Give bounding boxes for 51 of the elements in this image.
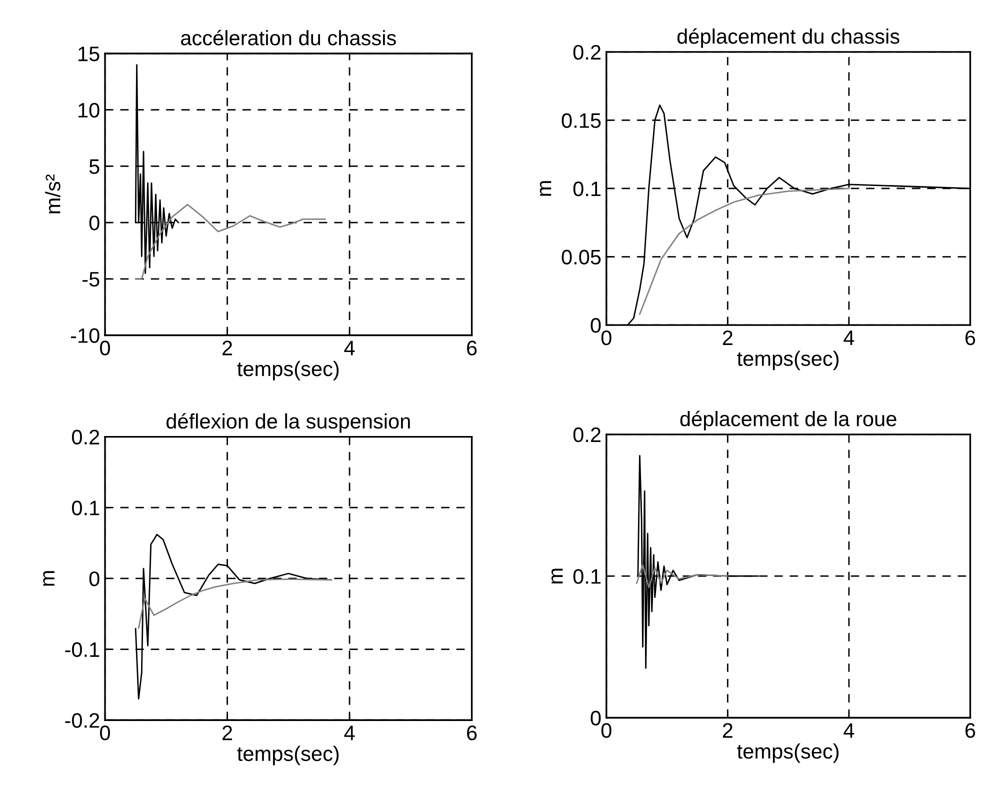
y-tick-label: 0 [590, 318, 601, 333]
x-tick-label: 4 [344, 726, 355, 740]
line-series [636, 564, 728, 588]
y-tick-label: -0.2 [65, 713, 100, 728]
x-tick-label: 6 [965, 330, 976, 346]
x-tick-label: 2 [222, 726, 232, 740]
x-tick-label: 0 [601, 723, 612, 738]
x-tick-label: 2 [722, 330, 732, 345]
line-series [639, 188, 850, 315]
y-tick-label: 0.1 [573, 181, 601, 196]
y-tick-label: -10 [70, 328, 100, 344]
x-axis-title: temps(sec) [737, 350, 839, 370]
x-tick-label: 0 [601, 330, 612, 346]
y-tick-label: 0.05 [562, 250, 601, 265]
x-tick-label: 6 [467, 340, 477, 356]
y-axis-title: m [43, 571, 54, 586]
y-tick-label: -5 [82, 272, 100, 287]
x-tick-label: 2 [222, 340, 232, 356]
y-axis-title: m [551, 568, 563, 584]
x-tick-label: 0 [100, 340, 110, 356]
y-tick-label: 0.2 [573, 427, 600, 442]
chart-title: accéleration du chassis [181, 30, 396, 46]
line-series [138, 578, 332, 629]
y-tick-label: 15 [78, 46, 100, 62]
y-axis-title: m/s² [45, 174, 60, 214]
y-tick-label: 0.1 [573, 569, 601, 584]
line-series [134, 204, 326, 280]
x-axis-title: temps(sec) [237, 746, 339, 766]
x-tick-label: 4 [344, 340, 355, 356]
y-tick-label: 0 [89, 216, 100, 230]
y-tick-label: 5 [89, 159, 100, 174]
x-tick-label: 6 [965, 723, 976, 738]
x-tick-label: 6 [467, 726, 477, 740]
chart-title: déflexion de la suspension [166, 413, 410, 433]
y-tick-label: -0.1 [65, 642, 100, 658]
y-tick-label: 0 [590, 710, 601, 726]
y-tick-label: 0 [89, 571, 100, 586]
x-tick-label: 4 [844, 723, 854, 738]
y-tick-label: 10 [78, 102, 100, 118]
chart-title: déplacement de la roue [680, 410, 896, 430]
y-tick-label: 0.15 [562, 113, 601, 128]
y-tick-label: 0.2 [72, 430, 100, 445]
x-axis-title: temps(sec) [237, 360, 339, 380]
y-tick-label: 0.1 [72, 500, 100, 516]
x-tick-label: 0 [100, 726, 110, 740]
y-tick-label: 0.2 [573, 44, 600, 60]
y-axis-title: m [540, 181, 552, 196]
x-axis-title: temps(sec) [737, 743, 839, 763]
chart-title: déplacement du chassis [677, 28, 900, 48]
x-tick-label: 4 [844, 330, 854, 345]
x-tick-label: 2 [722, 723, 732, 738]
